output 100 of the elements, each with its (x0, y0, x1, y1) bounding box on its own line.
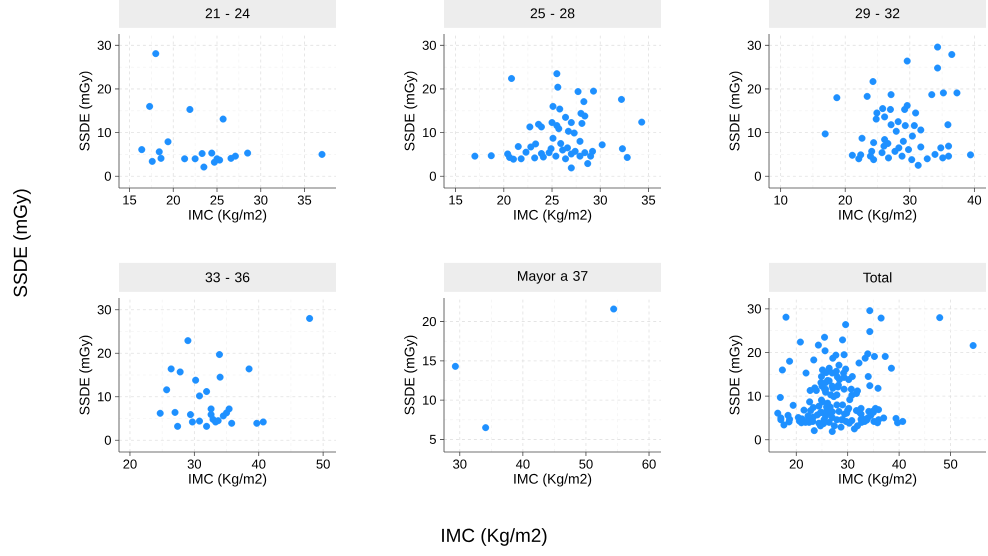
point (552, 152, 560, 160)
point (196, 418, 203, 425)
x-tick-label: 15 (449, 196, 462, 205)
point (908, 156, 916, 164)
point (216, 351, 223, 358)
x-tick-label: 20 (790, 460, 803, 469)
y-tick-label: 15 (423, 356, 436, 366)
x-tick-label: 25 (210, 196, 224, 205)
point (924, 155, 931, 162)
point (948, 50, 956, 58)
point (148, 158, 156, 165)
y-axis-title: SSDE (mGy) (404, 72, 418, 151)
point (158, 154, 164, 162)
point (471, 152, 478, 160)
point (880, 142, 888, 150)
x-tick-label: 60 (642, 460, 656, 469)
text: SSDE (mGy) (13, 190, 31, 297)
y-axis-title: SSDE (mGy) (79, 72, 92, 151)
point (580, 98, 588, 106)
y-tick-label: 30 (748, 304, 761, 314)
point (198, 150, 206, 158)
point (172, 408, 179, 416)
x-tick-label: 40 (967, 196, 982, 205)
point (564, 144, 571, 152)
point (152, 50, 160, 58)
x-axis-title: IMC (Kg/m2) (514, 210, 592, 223)
chart-title: Mayor a 37 (518, 270, 588, 284)
x-tick-label: 20 (838, 196, 852, 205)
point (576, 152, 584, 160)
y-tick-label: 30 (748, 40, 761, 50)
y-tick-label: 10 (423, 128, 436, 138)
point (553, 70, 560, 78)
y-tick-label: 30 (98, 40, 111, 50)
point (156, 410, 164, 417)
point (910, 122, 918, 130)
point (866, 152, 874, 160)
x-tick-label: 10 (774, 196, 788, 205)
x-tick-label: 30 (254, 196, 268, 205)
point (884, 154, 892, 162)
point (514, 143, 522, 150)
x-axis-title: IMC (Kg/m2) (514, 474, 592, 487)
x-axis-title: IMC (Kg/m2) (189, 474, 266, 487)
point (562, 155, 570, 162)
y-tick-label: 0 (754, 172, 761, 181)
x-tick-label: 50 (316, 460, 330, 469)
point (589, 148, 596, 155)
x-tick-label: 30 (594, 196, 607, 205)
x-axis-title: IMC (Kg/m2) (839, 210, 916, 223)
point (858, 134, 866, 142)
point (184, 337, 192, 344)
point (848, 152, 856, 159)
point (939, 154, 946, 162)
point (203, 388, 210, 396)
y-tick-label: 0 (104, 436, 111, 445)
x-tick-label: 40 (516, 460, 530, 469)
point (900, 138, 907, 145)
point (901, 106, 908, 113)
point (904, 58, 911, 65)
y-tick-label: 10 (423, 396, 436, 405)
y-tick-label: 20 (98, 348, 111, 358)
point (220, 116, 227, 123)
point (568, 164, 575, 172)
point (572, 148, 579, 155)
y-tick-label: 5 (430, 434, 436, 444)
point (945, 152, 952, 160)
point (912, 109, 920, 116)
point (576, 138, 584, 145)
point (186, 106, 194, 113)
point (967, 151, 974, 158)
point (584, 160, 592, 168)
x-tick-label: 15 (123, 196, 136, 205)
point (905, 146, 912, 154)
point (894, 118, 902, 126)
y-axis-title: SSDE (mGy) (404, 336, 418, 415)
y-axis-title: SSDE (mGy) (729, 72, 742, 151)
point (548, 119, 556, 126)
point (174, 422, 182, 430)
x-tick-label: 50 (944, 460, 958, 469)
point (203, 422, 210, 430)
point (898, 152, 906, 160)
point (908, 132, 916, 140)
x-tick-label: 20 (166, 196, 180, 205)
point (886, 106, 894, 113)
x-tick-label: 20 (497, 196, 510, 205)
point (574, 88, 582, 96)
y-tick-label: 10 (748, 392, 761, 401)
chart-title: 25 - 28 (530, 8, 574, 18)
point (164, 138, 172, 146)
point (508, 74, 516, 82)
point (833, 94, 840, 102)
x-tick-label: 40 (892, 460, 906, 469)
point (306, 314, 314, 322)
x-tick-label: 35 (298, 196, 312, 205)
point (192, 155, 199, 162)
point (531, 154, 538, 162)
point (872, 116, 880, 123)
point (564, 128, 572, 135)
point (598, 141, 606, 148)
point (518, 155, 525, 162)
chart-title: 29 - 32 (856, 8, 900, 18)
